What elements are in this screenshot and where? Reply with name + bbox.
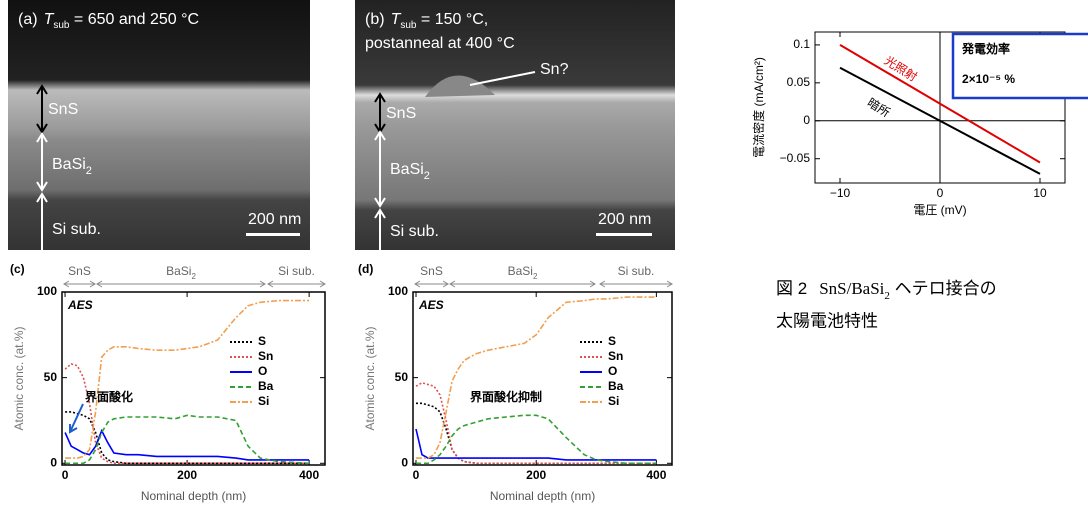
legend-label: Ba	[258, 379, 274, 393]
series-line	[416, 403, 656, 463]
y-tick-label: 0.1	[793, 37, 810, 51]
x-tick-label: 0	[937, 186, 944, 200]
x-tick-label: 0	[413, 468, 420, 482]
annotation: 界面酸化抑制	[470, 389, 542, 404]
legend-label: Si	[258, 394, 269, 408]
region-label-text: Si sub.	[618, 264, 655, 278]
plot-frame	[413, 292, 672, 465]
sem-title: (b)Tsub = 150 °C,	[365, 11, 488, 31]
series-line	[65, 431, 309, 460]
y-tick-label: 100	[37, 284, 57, 298]
panel-label: (d)	[358, 262, 373, 276]
y-tick-label: 0	[50, 455, 57, 469]
series-line	[416, 415, 656, 463]
layer-label: SnS	[48, 101, 78, 118]
x-tick-label: −10	[830, 186, 851, 200]
region-label: SnS	[420, 264, 443, 278]
region-label: Si sub.	[618, 264, 655, 278]
scale-label: 200 nm	[248, 211, 301, 228]
method-label: AES	[67, 298, 93, 312]
x-tick-label: 400	[299, 468, 319, 482]
region-arrow	[268, 281, 325, 287]
region-label-sub: 2	[533, 272, 538, 281]
x-axis-label: Nominal depth (nm)	[141, 489, 246, 503]
sem-title: (a)Tsub = 650 and 250 °C	[18, 11, 199, 31]
region-label-text: Si sub.	[278, 264, 315, 278]
y-tick-label: 100	[388, 284, 408, 298]
region-label: BaSi2	[166, 264, 196, 280]
y-tick-label: 0	[803, 113, 810, 127]
y-tick-label: 50	[44, 370, 58, 384]
region-label-sub: 2	[191, 272, 196, 281]
panel-label: (c)	[10, 262, 25, 276]
region-label-text: SnS	[420, 264, 443, 278]
sem-image-a: (a)Tsub = 650 and 250 °C SnS BaSi2 Si su…	[8, 0, 310, 250]
series-label: 暗所	[865, 95, 893, 120]
legend-label: Sn	[258, 349, 273, 363]
figure: (a)Tsub = 650 and 250 °C SnS BaSi2 Si su…	[0, 0, 1088, 508]
region-label: BaSi2	[508, 264, 538, 280]
y-axis-label: Atomic conc. (at.%)	[12, 326, 26, 430]
scale-label: 200 nm	[598, 211, 651, 228]
layer-label: SnS	[386, 105, 416, 122]
efficiency-value: 2×10⁻⁵ %	[962, 72, 1015, 86]
y-axis-label: Atomic conc. (at.%)	[363, 326, 377, 430]
plot-frame	[62, 292, 325, 465]
legend-label: S	[608, 334, 616, 348]
region-arrow	[415, 281, 448, 287]
series-line	[65, 412, 309, 463]
region-arrow	[64, 281, 95, 287]
y-axis-label: 電流密度 (mA/cm²)	[751, 57, 766, 158]
x-axis-label: 電圧 (mV)	[913, 203, 966, 217]
region-label: Si sub.	[278, 264, 315, 278]
region-label: SnS	[68, 264, 91, 278]
legend-label: Si	[608, 394, 619, 408]
legend-label: O	[608, 364, 617, 378]
sem-image-b: (b)Tsub = 150 °C, postanneal at 400 °C S…	[355, 0, 675, 250]
layer-label: Si sub.	[52, 221, 101, 238]
x-tick-label: 200	[526, 468, 546, 482]
x-tick-label: 10	[1033, 186, 1047, 200]
region-label-text: BaSi	[166, 264, 191, 278]
annotation-arrow	[70, 404, 83, 432]
x-tick-label: 200	[177, 468, 197, 482]
x-tick-label: 0	[62, 468, 69, 482]
series-line	[416, 429, 656, 460]
series-line	[416, 297, 656, 458]
legend-label: S	[258, 334, 266, 348]
y-tick-label: −0.05	[780, 151, 811, 165]
y-tick-label: 0	[401, 455, 408, 469]
sem-title: postanneal at 400 °C	[365, 35, 515, 52]
caption: 太陽電池特性	[776, 311, 878, 330]
region-arrow	[450, 281, 595, 287]
y-tick-label: 0.05	[787, 75, 811, 89]
annotation: 界面酸化	[85, 389, 133, 404]
x-tick-label: 400	[646, 468, 666, 482]
layer-label: Si sub.	[390, 223, 439, 240]
legend-label: Sn	[608, 349, 623, 363]
series-label: 光照射	[882, 53, 920, 85]
efficiency-label: 発電効率	[961, 41, 1010, 56]
y-tick-label: 50	[395, 370, 409, 384]
region-label-text: BaSi	[508, 264, 533, 278]
region-arrow	[600, 281, 672, 287]
region-arrow	[97, 281, 265, 287]
annotation: Sn?	[540, 61, 569, 78]
method-label: AES	[418, 298, 444, 312]
legend-label: O	[258, 364, 267, 378]
x-axis-label: Nominal depth (nm)	[490, 489, 595, 503]
legend-label: Ba	[608, 379, 624, 393]
region-label-text: SnS	[68, 264, 91, 278]
